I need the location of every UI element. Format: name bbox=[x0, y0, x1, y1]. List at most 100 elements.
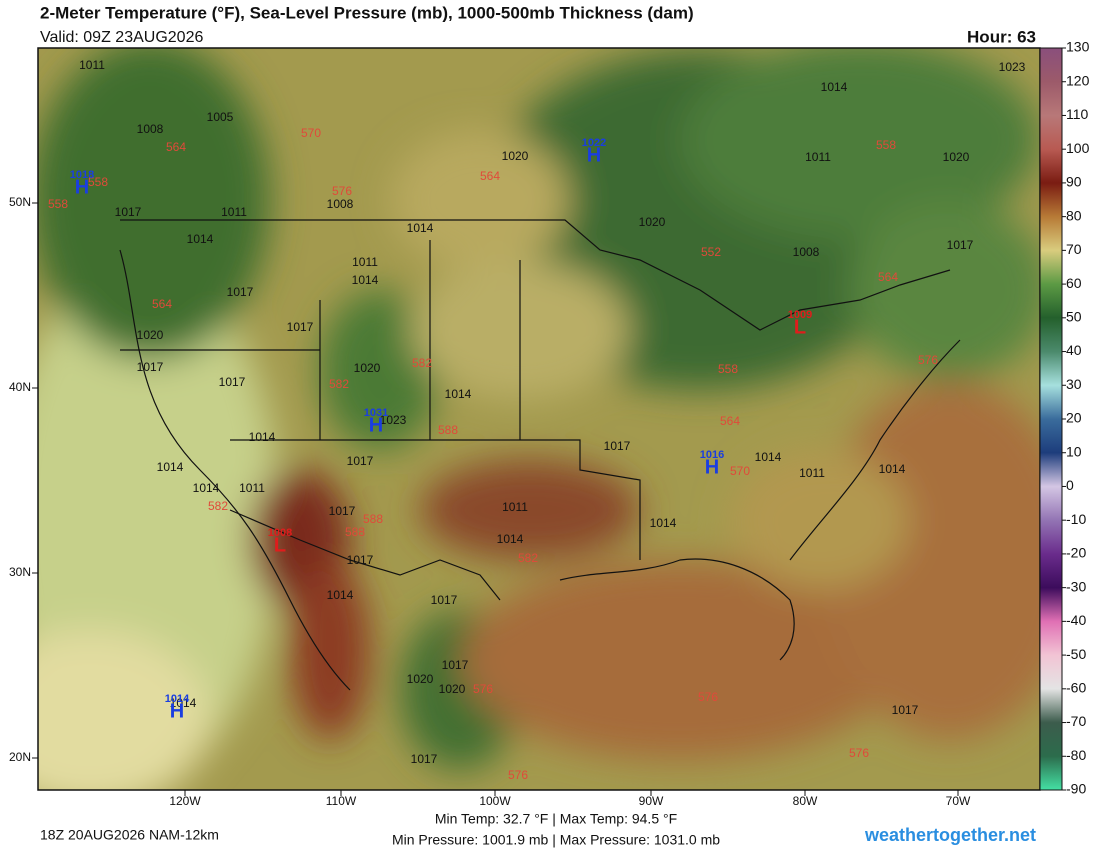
colorbar-tick-label: 120 bbox=[1066, 72, 1090, 88]
thickness-label: 576 bbox=[332, 184, 352, 198]
isobar-label: 1017 bbox=[604, 439, 631, 453]
isobar-label: 1014 bbox=[157, 460, 184, 474]
isobar-label: 1011 bbox=[352, 255, 378, 269]
thickness-label: 588 bbox=[438, 423, 458, 437]
isobar-label: 1011 bbox=[221, 205, 247, 219]
center-value: 1016 bbox=[700, 449, 724, 461]
center-value: 1009 bbox=[788, 309, 812, 321]
lon-label: 110W bbox=[326, 794, 357, 808]
isobar-label: 1014 bbox=[352, 273, 379, 287]
thickness-label: 558 bbox=[876, 138, 896, 152]
thickness-label: 576 bbox=[849, 746, 869, 760]
isobar-label: 1020 bbox=[354, 361, 381, 375]
colorbar-tick-label: 30 bbox=[1066, 376, 1082, 392]
thickness-label: 582 bbox=[329, 377, 349, 391]
lat-label: 40N bbox=[9, 380, 31, 394]
colorbar-tick-label: 110 bbox=[1066, 106, 1089, 122]
center-letter: L bbox=[794, 316, 806, 338]
lon-label: 100W bbox=[479, 794, 511, 808]
thickness-label: 564 bbox=[720, 414, 740, 428]
isobar-label: 1014 bbox=[193, 481, 220, 495]
thickness-label: 558 bbox=[718, 362, 738, 376]
isobar-label: 1014 bbox=[170, 696, 197, 710]
isobar-label: 1020 bbox=[943, 150, 970, 164]
isobar-label: 1017 bbox=[227, 285, 254, 299]
pressure-range: Min Pressure: 1001.9 mb | Max Pressure: … bbox=[392, 832, 720, 848]
center-value: 1018 bbox=[70, 169, 94, 181]
isobar-label: 1014 bbox=[879, 462, 906, 476]
center-letter: H bbox=[369, 414, 383, 436]
colorbar-tick-label: -80 bbox=[1066, 747, 1086, 763]
colorbar-tick-label: -20 bbox=[1066, 545, 1086, 561]
thickness-label: 570 bbox=[301, 126, 321, 140]
colorbar-tick-label: -90 bbox=[1066, 781, 1086, 797]
isobar-label: 1017 bbox=[947, 238, 974, 252]
thickness-label: 564 bbox=[878, 270, 898, 284]
valid-time: Valid: 09Z 23AUG2026 bbox=[40, 29, 203, 46]
colorbar-tick-label: 60 bbox=[1066, 275, 1082, 291]
colorbar-scale bbox=[1039, 47, 1063, 791]
borders bbox=[119, 219, 961, 691]
colorbar-tick-label: -30 bbox=[1066, 578, 1086, 594]
center-value: 1031 bbox=[364, 407, 388, 419]
thickness-label: 564 bbox=[480, 169, 500, 183]
site-credit: weathertogether.net bbox=[864, 825, 1036, 845]
thickness-label: 564 bbox=[152, 297, 172, 311]
colorbar-tick-label: 90 bbox=[1066, 174, 1082, 190]
thickness-label: 576 bbox=[918, 353, 938, 367]
map-labels: 1011 1008 1005 1017 1011 1014 1008 1014 1011 1014… bbox=[48, 58, 1026, 782]
isobar-label: 1014 bbox=[497, 532, 524, 546]
isobar-label: 1011 bbox=[799, 466, 825, 480]
temperature-field bbox=[38, 48, 1040, 790]
isobar-label: 1017 bbox=[347, 454, 374, 468]
thickness-label: 588 bbox=[345, 525, 365, 539]
isobar-label: 1014 bbox=[650, 516, 677, 530]
isobar-label: 1020 bbox=[439, 682, 466, 696]
isobar-label: 1011 bbox=[502, 500, 528, 514]
thickness-label: 582 bbox=[412, 356, 432, 370]
isobar-label: 1014 bbox=[755, 450, 782, 464]
isobar-label: 1011 bbox=[239, 481, 265, 495]
center-letter: L bbox=[274, 534, 286, 556]
thickness-label: 576 bbox=[698, 690, 718, 704]
colorbar-tick-label: -40 bbox=[1066, 612, 1086, 628]
colorbar-tick-label: 130 bbox=[1066, 39, 1090, 55]
isobar-label: 1011 bbox=[79, 58, 105, 72]
center-letter: H bbox=[75, 176, 89, 198]
isobar-label: 1017 bbox=[892, 703, 919, 717]
model-run: 18Z 20AUG2026 NAM-12km bbox=[40, 827, 219, 843]
thickness-label: 588 bbox=[363, 512, 383, 526]
thickness-label: 558 bbox=[48, 197, 68, 211]
center-value: 1014 bbox=[165, 693, 190, 705]
isobar-label: 1017 bbox=[219, 375, 246, 389]
map-area: 1011 1008 1005 1017 1011 1014 1008 1014 1011 1014… bbox=[38, 48, 1040, 790]
isobar-label: 1020 bbox=[407, 672, 434, 686]
isobar-label: 1020 bbox=[137, 328, 164, 342]
lon-label: 80W bbox=[793, 794, 818, 808]
axes: 50N 40N 30N 20N 120W 110W 100W 90W 80W 70W bbox=[9, 195, 971, 808]
isobar-label: 1017 bbox=[137, 360, 164, 374]
colorbar-tick-label: 40 bbox=[1066, 342, 1082, 358]
center-value: 1022 bbox=[582, 137, 606, 149]
colorbar-tick-label: -70 bbox=[1066, 713, 1086, 729]
isobar-label: 1008 bbox=[137, 122, 164, 136]
isobar-label: 1008 bbox=[327, 197, 354, 211]
lat-label: 20N bbox=[9, 750, 31, 764]
lon-label: 70W bbox=[946, 794, 971, 808]
isobar-label: 1008 bbox=[793, 245, 820, 259]
isobar-label: 1017 bbox=[411, 752, 438, 766]
colorbar-tick-label: 80 bbox=[1066, 207, 1082, 223]
thickness-label: 552 bbox=[701, 245, 721, 259]
center-letter: H bbox=[170, 700, 184, 722]
colorbar-tick-label: 70 bbox=[1066, 241, 1082, 257]
lat-label: 50N bbox=[9, 195, 31, 209]
isobar-label: 1020 bbox=[639, 215, 666, 229]
isobar-label: 1020 bbox=[502, 149, 529, 163]
thickness-label: 570 bbox=[730, 464, 750, 478]
center-letter: H bbox=[705, 456, 719, 478]
temp-range: Min Temp: 32.7 °F | Max Temp: 94.5 °F bbox=[435, 811, 677, 827]
isobar-label: 1014 bbox=[407, 221, 434, 235]
isobar-label: 1017 bbox=[329, 504, 356, 518]
colorbar-tick-label: 20 bbox=[1066, 410, 1082, 426]
